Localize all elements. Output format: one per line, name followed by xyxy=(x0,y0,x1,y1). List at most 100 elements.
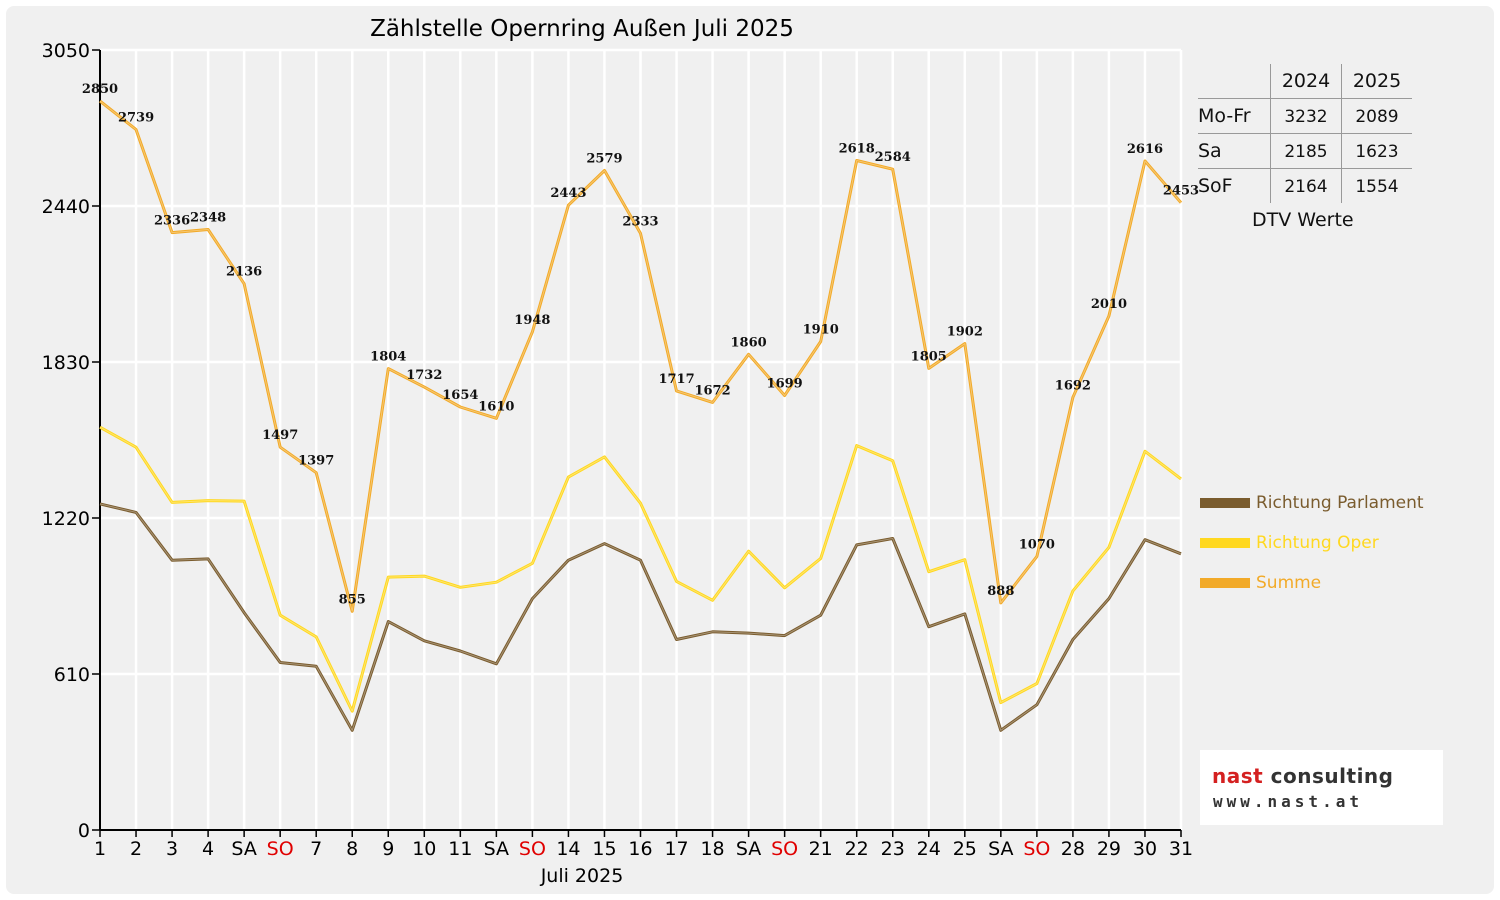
legend-item-oper: Richtung Oper xyxy=(1200,533,1379,553)
data-label: 2739 xyxy=(118,111,154,126)
x-tick-label: 8 xyxy=(346,838,358,860)
series-line-highlight xyxy=(99,503,1182,731)
dtv-row-label: Sa xyxy=(1198,133,1271,169)
data-label: 1610 xyxy=(478,399,514,414)
dtv-value: 1623 xyxy=(1355,142,1399,162)
x-tick-label: 9 xyxy=(382,838,394,860)
x-tick-label: 4 xyxy=(202,838,214,860)
x-tick-label: 15 xyxy=(592,838,616,860)
data-label: 1699 xyxy=(767,377,803,392)
legend-swatch xyxy=(1200,538,1250,548)
x-tick-label: 29 xyxy=(1097,838,1121,860)
x-tick-label: SO xyxy=(771,838,798,860)
x-tick-label: SA xyxy=(988,838,1013,860)
x-tick-label: 10 xyxy=(412,838,436,860)
data-label: 1070 xyxy=(1019,537,1055,552)
x-tick-label: 3 xyxy=(166,838,178,860)
dtv-value: 3232 xyxy=(1284,107,1328,127)
data-label: 1805 xyxy=(911,349,947,364)
y-tick-label: 1220 xyxy=(42,508,90,530)
x-axis-label: Juli 2025 xyxy=(540,865,624,887)
data-label: 1717 xyxy=(658,372,694,387)
data-label: 855 xyxy=(339,592,366,607)
data-label: 2618 xyxy=(839,141,875,156)
data-label: 888 xyxy=(987,584,1014,599)
data-label: 2010 xyxy=(1091,297,1127,312)
legend-label: Richtung Parlament xyxy=(1256,493,1424,513)
x-tick-label: 23 xyxy=(881,838,905,860)
dtv-value: 2089 xyxy=(1355,107,1399,127)
x-tick-label: 2 xyxy=(130,838,142,860)
x-tick-label: SO xyxy=(519,838,546,860)
x-tick-label: 30 xyxy=(1133,838,1157,860)
data-label: 2136 xyxy=(226,265,262,280)
dtv-header-empty xyxy=(1198,64,1271,99)
x-tick-label: 25 xyxy=(953,838,977,860)
data-label: 1902 xyxy=(947,325,983,340)
data-label: 2453 xyxy=(1163,184,1199,199)
series-line xyxy=(99,425,1182,713)
x-tick-label: 17 xyxy=(664,838,688,860)
data-label: 2348 xyxy=(190,211,226,226)
dtv-year-2025: 2025 xyxy=(1341,64,1412,99)
chart-frame: 0 610 1220 1830 2440 3050 1 2 3 4 SA SO 7 8 9 10 11 SA SO 1… xyxy=(6,6,1494,894)
x-tick-label: 31 xyxy=(1169,838,1193,860)
x-tick-label: 18 xyxy=(700,838,724,860)
dtv-value: 2185 xyxy=(1284,142,1328,162)
x-tick-label: SA xyxy=(484,838,509,860)
data-label: 1654 xyxy=(442,388,478,403)
dtv-year-2024: 2024 xyxy=(1270,64,1342,99)
x-tick-label: SA xyxy=(231,838,256,860)
dtv-caption: DTV Werte xyxy=(1252,209,1354,231)
data-label: 1948 xyxy=(514,313,550,328)
x-tick-label: 22 xyxy=(845,838,869,860)
x-tick-label: 16 xyxy=(628,838,652,860)
x-tick-label: 21 xyxy=(809,838,833,860)
data-label: 1692 xyxy=(1055,378,1091,393)
data-label: 1910 xyxy=(803,323,839,338)
dtv-value: 1554 xyxy=(1355,177,1399,197)
y-tick-label: 610 xyxy=(54,664,90,686)
x-tick-label: SO xyxy=(1023,838,1050,860)
data-label: 1672 xyxy=(694,383,730,398)
data-label: 2579 xyxy=(586,151,622,166)
series-line-highlight xyxy=(99,426,1182,712)
x-tick-label: 7 xyxy=(310,838,322,860)
x-tick-label: SO xyxy=(267,838,294,860)
y-tick-label: 3050 xyxy=(42,40,90,62)
x-tick-label: SA xyxy=(736,838,761,860)
logo-brand: nast consulting xyxy=(1212,764,1393,788)
logo-url: www.nast.at xyxy=(1213,792,1363,811)
data-label: 1732 xyxy=(406,368,442,383)
data-label: 1397 xyxy=(298,454,334,469)
x-tick-label: 1 xyxy=(94,838,106,860)
y-tick-label: 1830 xyxy=(42,352,90,374)
data-label: 2336 xyxy=(154,214,190,229)
dtv-value: 2164 xyxy=(1284,177,1328,197)
dtv-row-label: SoF xyxy=(1198,175,1233,197)
logo-brand-part2: consulting xyxy=(1270,764,1394,788)
legend-label: Richtung Oper xyxy=(1256,533,1379,553)
data-label: 2616 xyxy=(1127,142,1163,157)
data-label: 2333 xyxy=(622,214,658,229)
x-tick-label: 24 xyxy=(917,838,941,860)
x-tick-label: 11 xyxy=(448,838,472,860)
data-label: 2443 xyxy=(550,186,586,201)
data-label: 1804 xyxy=(370,350,406,365)
legend-label: Summe xyxy=(1256,573,1322,593)
y-tick-label: 2440 xyxy=(42,196,90,218)
data-label: 1497 xyxy=(262,428,298,443)
logo-brand-part1: nast xyxy=(1212,764,1264,788)
chart-title: Zählstelle Opernring Außen Juli 2025 xyxy=(370,16,794,42)
company-logo: nast consulting www.nast.at xyxy=(1200,750,1443,825)
x-tick-label: 28 xyxy=(1061,838,1085,860)
data-label: 1860 xyxy=(731,335,767,350)
dtv-row-label: Mo-Fr xyxy=(1198,98,1271,134)
legend-item-parlament: Richtung Parlament xyxy=(1200,493,1424,513)
legend-swatch xyxy=(1200,578,1250,588)
legend-swatch xyxy=(1200,498,1250,508)
series-line xyxy=(99,502,1182,732)
series-line xyxy=(99,99,1183,613)
data-label: 2850 xyxy=(82,82,118,97)
